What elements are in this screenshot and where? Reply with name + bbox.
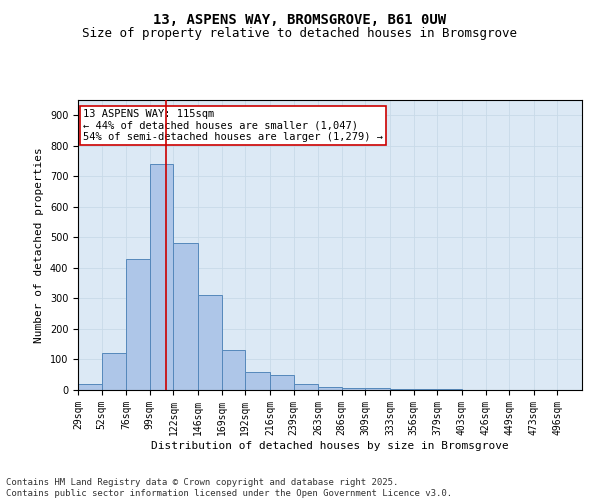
Bar <box>318 387 342 390</box>
Text: 13, ASPENS WAY, BROMSGROVE, B61 0UW: 13, ASPENS WAY, BROMSGROVE, B61 0UW <box>154 12 446 26</box>
Bar <box>342 388 365 390</box>
Bar <box>390 389 413 390</box>
Bar <box>270 374 293 390</box>
Bar <box>222 350 245 390</box>
Text: Contains HM Land Registry data © Crown copyright and database right 2025.
Contai: Contains HM Land Registry data © Crown c… <box>6 478 452 498</box>
Bar <box>245 372 270 390</box>
Bar <box>78 384 101 390</box>
Bar <box>173 244 198 390</box>
Bar <box>413 389 437 390</box>
Bar <box>101 354 126 390</box>
Text: Size of property relative to detached houses in Bromsgrove: Size of property relative to detached ho… <box>83 28 517 40</box>
Bar <box>126 258 150 390</box>
Bar <box>365 388 390 390</box>
Text: 13 ASPENS WAY: 115sqm
← 44% of detached houses are smaller (1,047)
54% of semi-d: 13 ASPENS WAY: 115sqm ← 44% of detached … <box>83 108 383 142</box>
Bar <box>150 164 173 390</box>
X-axis label: Distribution of detached houses by size in Bromsgrove: Distribution of detached houses by size … <box>151 440 509 450</box>
Bar <box>198 296 222 390</box>
Y-axis label: Number of detached properties: Number of detached properties <box>34 147 44 343</box>
Bar <box>293 384 318 390</box>
